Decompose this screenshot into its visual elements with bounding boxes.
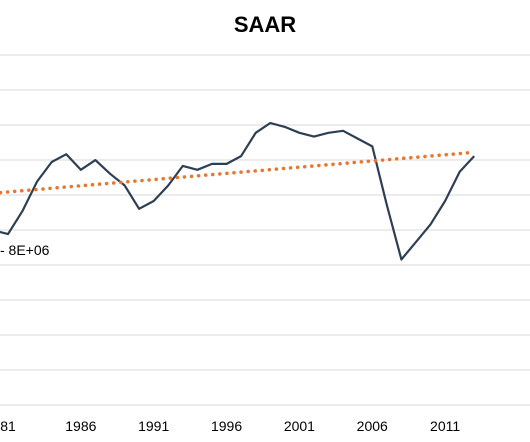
series-lines	[0, 121, 476, 261]
x-axis-tick-labels: 81 1986 1991 1996 2001 2006 2011	[0, 418, 460, 434]
x-tick-label-1: 1986	[65, 418, 96, 434]
x-tick-label-3: 1996	[211, 418, 242, 434]
x-tick-label-5: 2006	[357, 418, 388, 434]
x-tick-label-6: 2011	[430, 418, 460, 434]
x-tick-label-4: 2001	[284, 418, 315, 434]
trendline	[0, 150, 476, 195]
x-tick-label-2: 1991	[138, 418, 169, 434]
x-tick-label-0: 81	[0, 418, 16, 434]
gridlines	[0, 54, 530, 406]
trendline-equation-label: - 8E+06	[0, 242, 50, 258]
chart-title: SAAR	[234, 12, 296, 37]
saar-series-line	[0, 121, 476, 261]
